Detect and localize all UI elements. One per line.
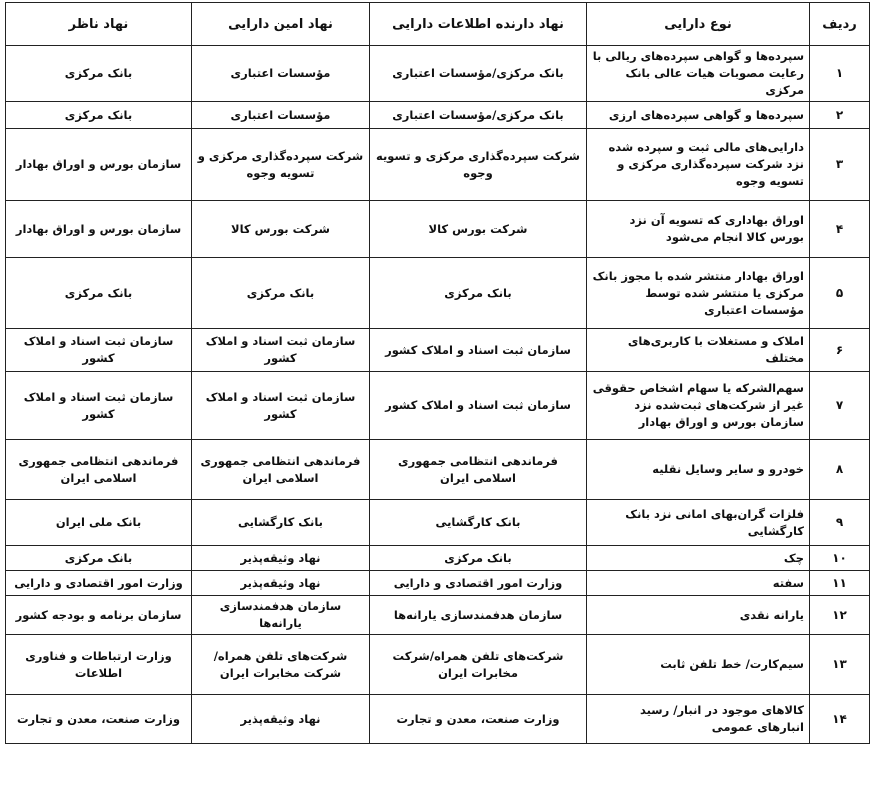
info-holder-cell: شرکت بورس کالا [369,200,587,258]
row-number-cell: ۲ [809,101,870,129]
supervisor-cell: بانک ملی ایران [5,499,192,546]
header-custodian: نهاد امین دارایی [191,2,370,46]
supervisor-cell: بانک مرکزی [5,101,192,129]
custodian-cell: بانک کارگشایی [191,499,370,546]
info-holder-cell: بانک کارگشایی [369,499,587,546]
custodian-cell: نهاد وثیقه‌پذیر [191,694,370,744]
row-number-cell: ۹ [809,499,870,546]
table-row: ۲ سپرده‌ها و گواهی سپرده‌های ارزی بانک مرک… [5,101,870,129]
supervisor-cell: سازمان بورس و اوراق بهادار [5,200,192,258]
info-holder-cell: بانک مرکزی/مؤسسات اعتباری [369,101,587,129]
header-asset-type: نوع دارایی [586,2,810,46]
supervisor-cell: فرماندهی انتظامی جمهوری اسلامی ایران [5,439,192,500]
info-holder-cell: بانک مرکزی [369,545,587,571]
row-number-cell: ۶ [809,328,870,372]
asset-type-cell: یارانه نقدی [586,595,810,635]
info-holder-cell: وزارت صنعت، معدن و تجارت [369,694,587,744]
asset-type-cell: سیم‌کارت/ خط تلفن ثابت [586,634,810,695]
custodian-cell: نهاد وثیقه‌پذیر [191,570,370,596]
custodian-cell: شرکت بورس کالا [191,200,370,258]
table-row: ۷ سهم‌الشرکه یا سهام اشخاص حقوقی غیر از ش… [5,371,870,440]
custodian-cell: مؤسسات اعتباری [191,45,370,102]
supervisor-cell: بانک مرکزی [5,257,192,329]
table-row: ۵ اوراق بهادار منتشر شده با مجوز بانک مرک… [5,257,870,329]
info-holder-cell: سازمان هدفمندسازی یارانه‌ها [369,595,587,635]
table-row: ۸ خودرو و سایر وسایل نقلیه فرماندهی انتظام… [5,439,870,500]
table-row: ۱۴ کالاهای موجود در انبار/ رسید انبارهای … [5,694,870,744]
table-row: ۴ اوراق بهاداری که تسویه آن نزد بورس کالا… [5,200,870,258]
table-row: ۳ دارایی‌های مالی ثبت و سپرده شده نزد شرک… [5,128,870,201]
asset-type-cell: سفته [586,570,810,596]
asset-type-cell: املاک و مستغلات با کاربری‌های مختلف [586,328,810,372]
table-row: ۶ املاک و مستغلات با کاربری‌های مختلف سازم… [5,328,870,372]
row-number-cell: ۱۳ [809,634,870,695]
row-number-cell: ۱۴ [809,694,870,744]
asset-type-cell: اوراق بهادار منتشر شده با مجوز بانک مرکز… [586,257,810,329]
row-number-cell: ۱ [809,45,870,102]
supervisor-cell: سازمان ثبت اسناد و املاک کشور [5,371,192,440]
row-number-cell: ۱۰ [809,545,870,571]
row-number-cell: ۵ [809,257,870,329]
custodian-cell: سازمان ثبت اسناد و املاک کشور [191,328,370,372]
asset-type-cell: سپرده‌ها و گواهی سپرده‌های ارزی [586,101,810,129]
asset-type-cell: خودرو و سایر وسایل نقلیه [586,439,810,500]
asset-type-cell: کالاهای موجود در انبار/ رسید انبارهای عم… [586,694,810,744]
table-row: ۱۲ یارانه نقدی سازمان هدفمندسازی یارانه‌ها… [5,595,870,635]
info-holder-cell: بانک مرکزی [369,257,587,329]
asset-type-cell: فلزات گران‌بهای امانی نزد بانک کارگشایی [586,499,810,546]
supervisor-cell: بانک مرکزی [5,545,192,571]
header-row: ردیف نوع دارایی نهاد دارنده اطلاعات دارا… [5,2,870,46]
header-info-holder: نهاد دارنده اطلاعات دارایی [369,2,587,46]
supervisor-cell: وزارت صنعت، معدن و تجارت [5,694,192,744]
supervisor-cell: سازمان بورس و اوراق بهادار [5,128,192,201]
asset-type-cell: سهم‌الشرکه یا سهام اشخاص حقوقی غیر از شر… [586,371,810,440]
row-number-cell: ۳ [809,128,870,201]
supervisor-cell: سازمان برنامه و بودجه کشور [5,595,192,635]
info-holder-cell: شرکت سپرده‌گذاری مرکزی و تسویه وجوه [369,128,587,201]
supervisor-cell: سازمان ثبت اسناد و املاک کشور [5,328,192,372]
info-holder-cell: سازمان ثبت اسناد و املاک کشور [369,328,587,372]
header-supervisor: نهاد ناظر [5,2,192,46]
table-row: ۹ فلزات گران‌بهای امانی نزد بانک کارگشایی… [5,499,870,546]
custodian-cell: شرکت سپرده‌گذاری مرکزی و تسویه وجوه [191,128,370,201]
info-holder-cell: وزارت امور اقتصادی و دارایی [369,570,587,596]
supervisor-cell: وزارت ارتباطات و فناوری اطلاعات [5,634,192,695]
header-row-number: ردیف [809,2,870,46]
table-row: ۱۰ چک بانک مرکزی نهاد وثیقه‌پذیر بانک مرکزی [5,545,870,571]
asset-type-cell: دارایی‌های مالی ثبت و سپرده شده نزد شرکت… [586,128,810,201]
table-row: ۱ سپرده‌ها و گواهی سپرده‌های ریالی با رعا… [5,45,870,102]
row-number-cell: ۱۲ [809,595,870,635]
custodian-cell: سازمان ثبت اسناد و املاک کشور [191,371,370,440]
row-number-cell: ۴ [809,200,870,258]
custodian-cell: نهاد وثیقه‌پذیر [191,545,370,571]
table-row: ۱۱ سفته وزارت امور اقتصادی و دارایی نهاد وث… [5,570,870,596]
row-number-cell: ۷ [809,371,870,440]
info-holder-cell: شرکت‌های تلفن همراه/شرکت مخابرات ایران [369,634,587,695]
info-holder-cell: سازمان ثبت اسناد و املاک کشور [369,371,587,440]
custodian-cell: سازمان هدفمندسازی یارانه‌ها [191,595,370,635]
supervisor-cell: وزارت امور اقتصادی و دارایی [5,570,192,596]
asset-type-cell: چک [586,545,810,571]
row-number-cell: ۱۱ [809,570,870,596]
custodian-cell: فرماندهی انتظامی جمهوری اسلامی ایران [191,439,370,500]
asset-type-cell: اوراق بهاداری که تسویه آن نزد بورس کالا … [586,200,810,258]
info-holder-cell: بانک مرکزی/مؤسسات اعتباری [369,45,587,102]
asset-table: ردیف نوع دارایی نهاد دارنده اطلاعات دارا… [5,2,870,744]
custodian-cell: بانک مرکزی [191,257,370,329]
asset-type-cell: سپرده‌ها و گواهی سپرده‌های ریالی با رعای… [586,45,810,102]
info-holder-cell: فرماندهی انتظامی جمهوری اسلامی ایران [369,439,587,500]
row-number-cell: ۸ [809,439,870,500]
table-row: ۱۳ سیم‌کارت/ خط تلفن ثابت شرکت‌های تلفن هم… [5,634,870,695]
custodian-cell: مؤسسات اعتباری [191,101,370,129]
supervisor-cell: بانک مرکزی [5,45,192,102]
custodian-cell: شرکت‌های تلفن همراه/شرکت مخابرات ایران [191,634,370,695]
